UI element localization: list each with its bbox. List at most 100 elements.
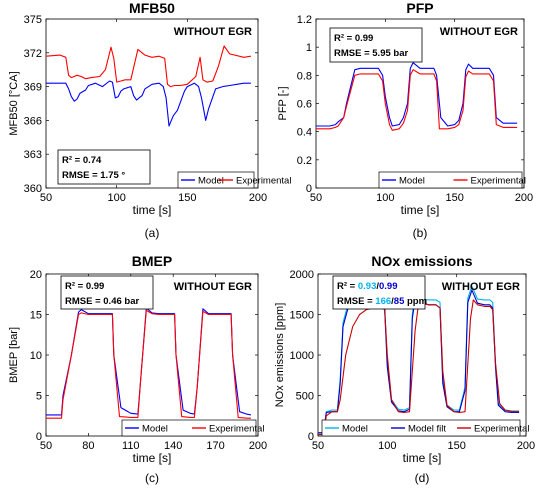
y-tick-label: 0 [36, 431, 42, 443]
y-tick-label: 0.4 [297, 127, 312, 139]
x-tick-label: 200 [249, 192, 267, 204]
y-tick-label: 2000 [290, 269, 314, 281]
y-axis-label: NOx emissions [ppm] [274, 303, 286, 408]
stats-part: 0.93 [358, 281, 377, 292]
series-group [46, 307, 252, 419]
y-tick-label: 15 [30, 310, 42, 322]
series-group [46, 45, 251, 127]
y-tick-label: 360 [24, 183, 42, 195]
y-tick-label: 1.2 [297, 14, 312, 26]
stats-part: / [376, 281, 379, 292]
x-tick-label: 50 [40, 440, 52, 452]
stats-line: RMSE = 1.75 ° [62, 170, 125, 181]
stats-line: RMSE = 166/85 ppm [337, 296, 427, 307]
x-axis-label: time [s] [401, 203, 440, 217]
y-tick-label: 363 [24, 149, 42, 161]
series-line-model [46, 307, 252, 416]
panel-caption: (c) [145, 471, 159, 485]
x-axis-label: time [s] [133, 451, 172, 465]
y-tick-label: 1000 [290, 350, 314, 362]
y-tick-label: 5 [36, 391, 42, 403]
legend-label: Model [342, 424, 368, 435]
legend-box [321, 419, 521, 437]
x-tick-label: 50 [40, 192, 52, 204]
legend-label: Model [399, 176, 425, 187]
x-tick-label: 100 [376, 192, 394, 204]
legend-label: Experimental [236, 176, 291, 187]
series-line-model [316, 62, 518, 127]
y-tick-label: 20 [30, 269, 42, 281]
x-tick-label: 50 [312, 440, 324, 452]
y-tick-label: 0.2 [297, 155, 312, 167]
x-tick-label: 200 [517, 440, 535, 452]
legend-label: Model [198, 176, 224, 187]
y-tick-label: 500 [296, 391, 314, 403]
stats-part: / [391, 296, 394, 307]
y-axis-label: PFP [-] [277, 86, 289, 120]
stats-line: RMSE = 0.46 bar [65, 296, 139, 307]
y-tick-label: 372 [24, 48, 42, 60]
series-group [316, 62, 518, 131]
legend-label: Experimental [209, 424, 264, 435]
y-tick-label: 369 [24, 82, 42, 94]
x-tick-label: 80 [82, 440, 94, 452]
stats-part: RMSE = [337, 296, 375, 307]
y-tick-label: 0.6 [297, 99, 312, 111]
legend-box [177, 171, 255, 189]
x-axis-label: time [s] [133, 203, 172, 217]
x-tick-label: 100 [378, 440, 396, 452]
chart-panel-2: BMEP 50 80 110 140 170 200 0 5 10 15 20 time [s] BMEP… [8, 253, 267, 485]
y-tick-label: 366 [24, 115, 42, 127]
stats-part: ppm [404, 296, 427, 307]
x-axis-label: time [s] [403, 451, 442, 465]
stats-box [329, 27, 423, 63]
stats-line: RMSE = 5.95 bar [334, 48, 408, 59]
stats-part: 166 [375, 296, 391, 307]
annotation-without-egr: WITHOUT EGR [442, 281, 520, 293]
panel-caption: (d) [415, 471, 430, 485]
chart-title: MFB50 [129, 0, 175, 16]
stats-line: R² = 0.93/0.99 [337, 281, 398, 292]
x-tick-label: 140 [164, 440, 182, 452]
stats-box [60, 275, 154, 310]
y-tick-label: 0.8 [297, 70, 312, 82]
y-tick-label: 1 [306, 42, 312, 54]
legend-box [121, 419, 257, 437]
y-tick-label: 0 [308, 431, 314, 443]
x-tick-label: 150 [445, 192, 463, 204]
x-tick-label: 200 [249, 440, 267, 452]
stats-line: R² = 0.99 [334, 33, 373, 44]
stats-part: R² = [337, 281, 358, 292]
series-line-model [46, 80, 251, 127]
y-tick-label: 375 [24, 14, 42, 26]
series-line-experimental [46, 45, 251, 88]
x-tick-label: 50 [310, 192, 322, 204]
y-tick-label: 10 [30, 350, 42, 362]
legend-label: Model filt [408, 424, 446, 435]
panel-caption: (a) [145, 226, 160, 240]
stats-part: 0.99 [379, 281, 398, 292]
x-tick-label: 150 [447, 440, 465, 452]
chart-title: NOx emissions [371, 253, 472, 269]
chart-title: BMEP [132, 253, 172, 269]
x-tick-label: 170 [206, 440, 224, 452]
y-axis-label: BMEP [bar] [8, 327, 20, 383]
y-tick-label: 0 [306, 183, 312, 195]
legend-label: Experimental [474, 424, 529, 435]
y-tick-label: 1500 [290, 310, 314, 322]
legend-label: Model [142, 424, 168, 435]
annotation-without-egr: WITHOUT EGR [174, 26, 252, 38]
series-line-experimental [316, 69, 518, 131]
x-tick-label: 150 [178, 192, 196, 204]
stats-line: R² = 0.74 [62, 155, 102, 166]
stats-line: R² = 0.99 [65, 281, 104, 292]
annotation-without-egr: WITHOUT EGR [174, 281, 252, 293]
legend-box [378, 171, 523, 189]
x-tick-label: 100 [107, 192, 125, 204]
x-tick-label: 110 [122, 440, 140, 452]
stats-part: 85 [394, 296, 405, 307]
chart-title: PFP [406, 0, 433, 16]
chart-panel-1: PFP 50 100 150 200 0 0.2 0.4 0.6 0.8 1 1.2 time [s] P… [277, 0, 533, 240]
